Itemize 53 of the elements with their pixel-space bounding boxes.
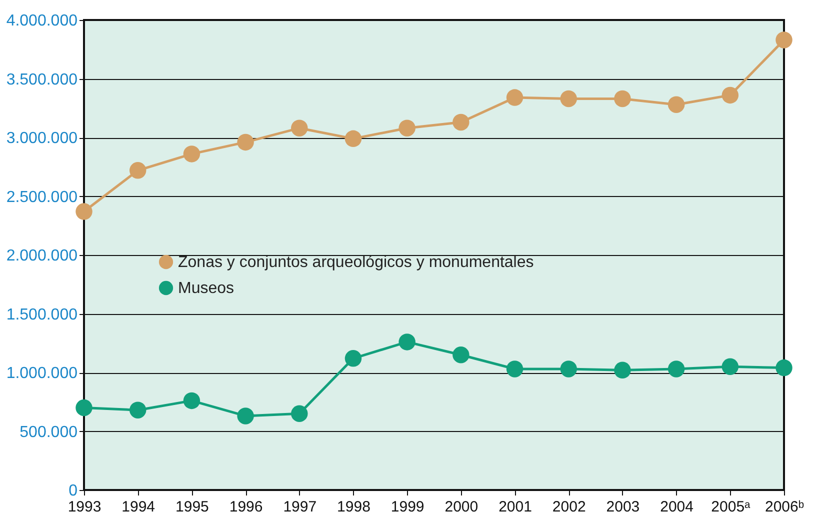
point [344, 350, 362, 367]
x-tick-label: 1995 [176, 498, 209, 516]
point [398, 334, 416, 350]
x-tick-label: 1997 [283, 498, 317, 516]
point [722, 358, 739, 375]
y-tick-label: 2.000.000 [6, 248, 78, 264]
y-tick-label: 500.000 [20, 424, 78, 441]
point [506, 89, 524, 106]
point [398, 120, 416, 136]
x-tick-label: 1994 [122, 498, 156, 516]
point [237, 408, 254, 424]
y-tick-label: 0 [68, 482, 78, 500]
point [776, 359, 792, 376]
point [614, 362, 631, 378]
point [76, 399, 92, 416]
y-tick-label: 1.000.000 [6, 365, 78, 382]
x-tick-label: 2000 [444, 498, 478, 516]
x-tick-label: 2002 [552, 498, 586, 516]
point [452, 346, 470, 364]
legend-label: Museos [178, 280, 234, 297]
point [344, 130, 362, 148]
point [291, 120, 308, 136]
point [614, 90, 631, 108]
point [668, 360, 685, 378]
x-tick-label: 1993 [68, 498, 102, 516]
point [183, 146, 200, 162]
point [291, 405, 308, 422]
point [668, 96, 685, 113]
legend-label: Zonas y conjuntos arqueológicos y monumentales [178, 254, 534, 271]
point [560, 90, 577, 108]
x-tick-label: 2003 [606, 498, 640, 516]
point [560, 360, 577, 378]
x-tick-label: 1998 [337, 498, 370, 516]
x-tick-label: 2005ᵃ [711, 498, 751, 516]
point [452, 114, 470, 131]
point [129, 402, 146, 418]
y-tick-label: 2.500.000 [6, 188, 78, 206]
y-tick-label: 3.500.000 [6, 71, 78, 88]
x-tick-label: 1999 [390, 498, 424, 516]
y-tick-label: 3.000.000 [6, 130, 78, 147]
x-tick-label: 2001 [498, 498, 532, 516]
point [183, 392, 200, 410]
point [237, 134, 254, 151]
x-tick-label: 2006ᵇ [764, 498, 804, 516]
point [129, 162, 146, 179]
point [776, 32, 792, 48]
y-tick-label: 1.500.000 [6, 306, 78, 324]
point [76, 203, 92, 220]
point [722, 86, 739, 104]
y-tick-label: 4.000.000 [6, 12, 78, 30]
x-tick-label: 1996 [229, 498, 263, 516]
point [506, 360, 524, 378]
x-tick-label: 2004 [660, 498, 694, 516]
